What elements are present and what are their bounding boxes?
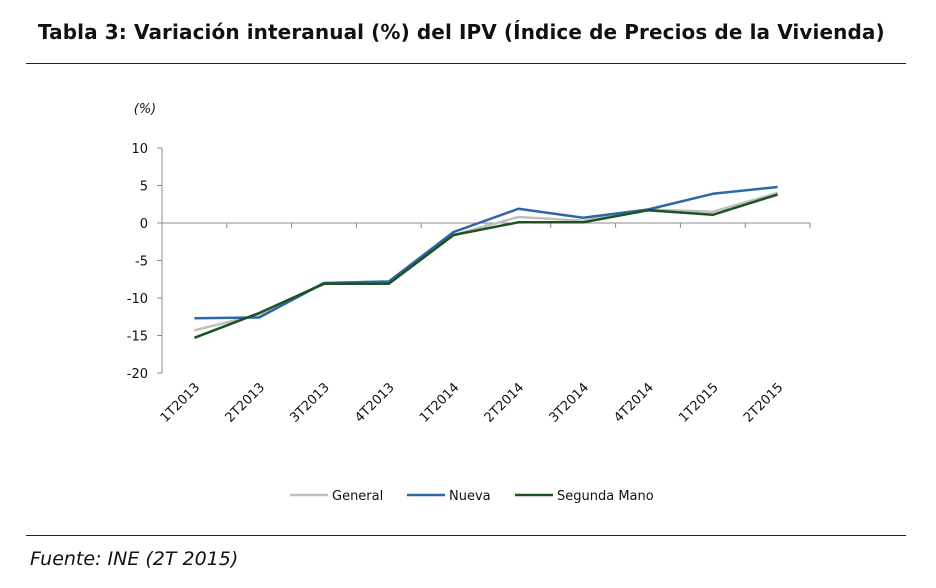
y-tick-label: 10 — [131, 142, 148, 157]
x-tick-label: 2T2015 — [741, 380, 786, 425]
x-tick-label: 1T2015 — [676, 380, 721, 425]
series-line-nueva — [194, 185, 778, 320]
y-tick-label: 5 — [140, 180, 148, 195]
series-line-segunda-mano — [193, 193, 778, 339]
x-tick-label: 4T2014 — [611, 380, 656, 425]
legend-label-segunda-mano: Segunda Mano — [557, 489, 654, 504]
series-lines — [193, 185, 778, 339]
legend-label-nueva: Nueva — [449, 489, 491, 504]
y-tick-label: -5 — [135, 255, 148, 270]
y-axis-label: (%) — [134, 102, 157, 117]
y-tick-labels: 10 5 0 -5 -10 -15 -20 — [127, 142, 148, 382]
top-divider — [26, 63, 906, 64]
source-note: Fuente: INE (2T 2015) — [30, 548, 239, 570]
x-tick-label: 1T2013 — [158, 380, 203, 425]
x-tick-label: 3T2013 — [287, 380, 332, 425]
line-chart: (%) 10 5 0 -5 -10 -15 -20 1T2013 2T2013 3T2013 4T… — [127, 102, 811, 504]
x-tick-label: 3T2014 — [547, 380, 592, 425]
chart-legend: General Nueva Segunda Mano — [290, 489, 654, 504]
legend-label-general: General — [332, 489, 383, 504]
y-tick-label: -20 — [127, 367, 148, 382]
y-tick-label: -15 — [127, 330, 148, 345]
x-tick-label: 4T2013 — [352, 380, 397, 425]
x-tick-label: 2T2014 — [482, 380, 527, 425]
chart-title: Tabla 3: Variación interanual (%) del IP… — [38, 20, 885, 44]
bottom-divider — [26, 535, 906, 536]
chart-axes — [157, 147, 811, 374]
y-tick-label: -10 — [127, 292, 148, 307]
x-tick-label: 2T2013 — [223, 380, 268, 425]
y-tick-label: 0 — [140, 217, 148, 232]
x-tick-label: 1T2014 — [417, 380, 462, 425]
x-tick-labels: 1T2013 2T2013 3T2013 4T2013 1T2014 2T2014 3T20… — [158, 380, 787, 425]
